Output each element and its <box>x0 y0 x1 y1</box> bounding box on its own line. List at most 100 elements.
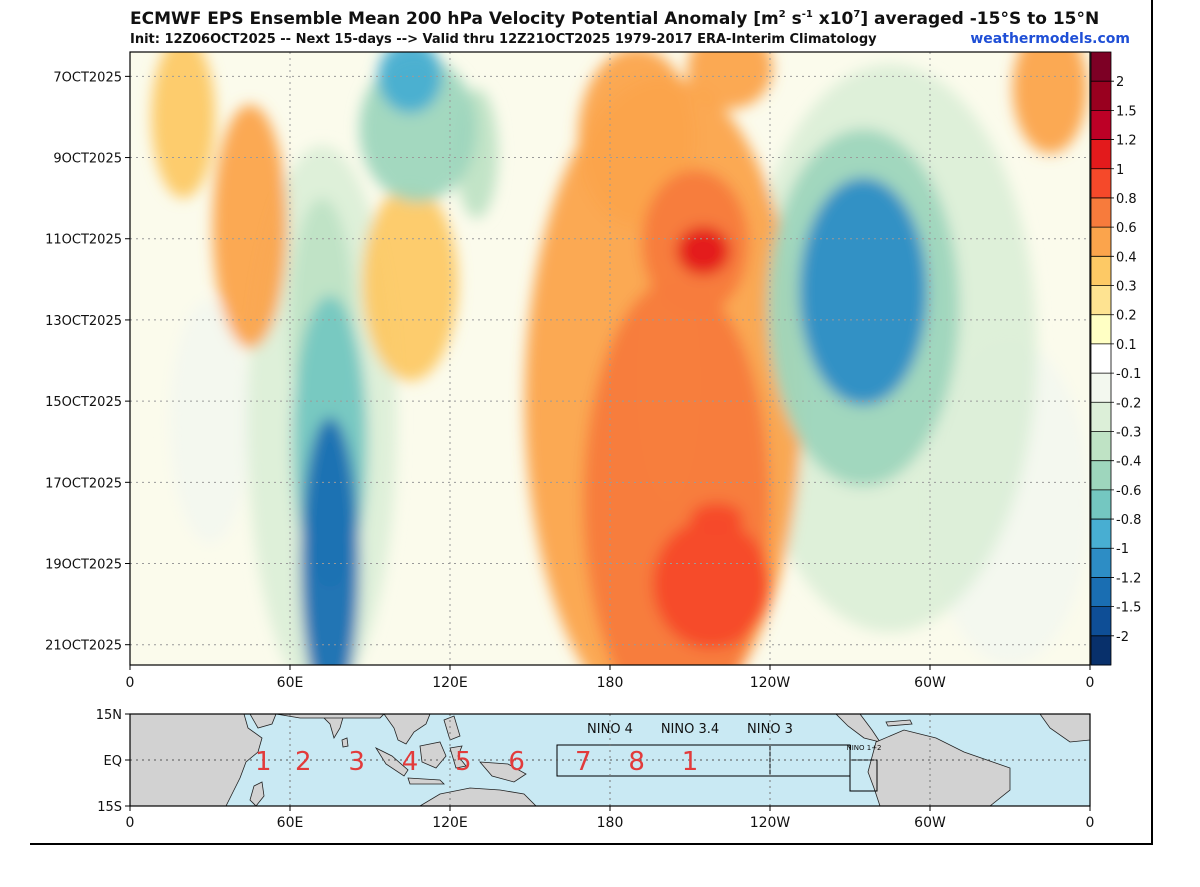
colorbar-label: -0.4 <box>1116 455 1141 470</box>
colorbar-label: 0.2 <box>1116 309 1137 324</box>
colorbar-label: 0.8 <box>1116 192 1137 207</box>
land-madagascar <box>249 781 265 806</box>
anomaly-blob <box>676 226 730 276</box>
anomaly-blob <box>362 185 458 381</box>
colorbar-label: -1 <box>1116 542 1129 557</box>
land-sulawesi <box>449 745 467 769</box>
colorbar-swatch <box>1091 402 1111 432</box>
y-tick-label: 17OCT2025 <box>45 476 122 491</box>
mjo-region-number: 6 <box>508 747 525 777</box>
credit-link[interactable]: weathermodels.com <box>970 31 1130 47</box>
mjo-region-number: 5 <box>455 747 472 777</box>
land-india <box>319 714 345 739</box>
colorbar-label: -1.5 <box>1116 601 1141 616</box>
colorbar-swatch <box>1091 373 1111 403</box>
y-axis: 7OCT2025 9OCT2025 11OCT2025 13OCT2025 15OCT2… <box>45 70 130 654</box>
colorbar-label: 1.5 <box>1116 104 1137 119</box>
colorbar-swatch <box>1091 285 1111 316</box>
map-x-tick-label: 180 <box>597 815 624 831</box>
colorbar-swatch <box>1091 256 1111 287</box>
colorbar-swatch <box>1091 139 1111 170</box>
map-x-axis: 0 60E 120E 180 120W 60W 0 <box>126 806 1094 831</box>
x-tick-label: 120E <box>432 675 468 691</box>
colorbar-swatch <box>1091 460 1111 491</box>
title-sup-2: 7 <box>853 9 860 20</box>
title-part-1: s <box>786 9 802 29</box>
anomaly-blob <box>378 52 442 113</box>
anomaly-blob <box>151 52 216 199</box>
land-southasia-north <box>275 714 385 719</box>
colorbar-label: -1.2 <box>1116 571 1141 586</box>
map-grid <box>130 714 1090 806</box>
colorbar-label: 0.6 <box>1116 221 1137 236</box>
y-tick-label: 7OCT2025 <box>53 70 122 85</box>
mjo-region-number: 1 <box>682 747 699 777</box>
y-tick-label: 13OCT2025 <box>45 314 122 329</box>
land-borneo <box>419 741 447 769</box>
y-tick-label: 19OCT2025 <box>45 558 122 573</box>
x-axis: 0 60E 120E 180 120W 60W 0 <box>126 665 1094 691</box>
colorbar-swatch <box>1091 197 1111 228</box>
nino3-label: NINO 3 <box>747 722 793 737</box>
map-land <box>130 714 1090 806</box>
anomaly-blob <box>300 417 360 665</box>
land-newguinea <box>479 761 527 783</box>
anomaly-blob <box>212 104 288 349</box>
y-tick-label: 9OCT2025 <box>53 152 122 167</box>
mjo-region-number: 1 <box>255 747 272 777</box>
colorbar-label: 1 <box>1116 163 1124 178</box>
x-tick-label: 180 <box>597 675 624 691</box>
title-part-0: ECMWF EPS Ensemble Mean 200 hPa Velocity… <box>130 9 779 29</box>
nino4-label: NINO 4 <box>587 722 633 737</box>
colorbar-swatch <box>1091 606 1111 637</box>
land-caribbean <box>885 719 913 727</box>
colorbar-swatch <box>1091 489 1111 520</box>
colorbar-label: -0.3 <box>1116 425 1141 440</box>
title-sup-0: 2 <box>779 9 786 20</box>
land-australia <box>419 787 537 806</box>
colorbar-swatch <box>1091 314 1111 345</box>
colorbar-label: -0.1 <box>1116 367 1141 382</box>
nino34-label: NINO 3.4 <box>661 722 719 737</box>
map-x-tick-label: 60W <box>914 815 946 831</box>
colorbar-swatch <box>1091 81 1111 111</box>
land-south-america <box>867 729 1011 806</box>
colorbar-swatch <box>1091 227 1111 257</box>
colorbar-label: 1.2 <box>1116 134 1137 149</box>
mjo-region-number: 7 <box>575 747 592 777</box>
colorbar-label: -0.6 <box>1116 484 1141 499</box>
page-frame-bottom <box>30 843 1153 845</box>
x-tick-label: 60W <box>914 675 946 691</box>
y-tick-label: 21OCT2025 <box>45 639 122 654</box>
colorbar-swatch <box>1091 52 1111 82</box>
colorbar-swatch <box>1091 519 1111 549</box>
x-tick-label: 60E <box>277 675 304 691</box>
mjo-region-number: 2 <box>295 747 312 777</box>
colorbar-label: 0.4 <box>1116 250 1137 265</box>
colorbar-swatch <box>1091 635 1111 666</box>
x-tick-label: 120W <box>750 675 791 691</box>
colorbar-swatch <box>1091 577 1111 608</box>
colorbar-label: -0.8 <box>1116 513 1141 528</box>
x-tick-label: 0 <box>126 675 135 691</box>
map-y-tick-label: EQ <box>104 754 122 769</box>
colorbar-label: -2 <box>1116 630 1129 645</box>
colorbar-border <box>1090 51 1112 666</box>
chart-subtitle: Init: 12Z06OCT2025 -- Next 15-days --> V… <box>130 32 877 47</box>
hovmoller-plot: 7OCT2025 9OCT2025 11OCT2025 13OCT2025 15OCT2… <box>45 51 1094 691</box>
mjo-region-number: 8 <box>628 747 645 777</box>
map-x-tick-label: 120E <box>432 815 468 831</box>
title-part-2: x10 <box>813 9 854 29</box>
anomaly-blob <box>799 177 928 406</box>
chart-title: ECMWF EPS Ensemble Mean 200 hPa Velocity… <box>130 9 1099 29</box>
land-java <box>407 777 445 785</box>
grid-lines <box>130 52 1090 665</box>
colorbar-swatch <box>1091 431 1111 462</box>
nino12-label: NINO 1+2 <box>846 744 881 752</box>
page-frame-right <box>1151 0 1153 845</box>
title-part-3: ] averaged -15°S to 15°N <box>860 9 1099 29</box>
anomaly-blob <box>690 502 744 536</box>
anomaly-blob <box>1012 52 1088 154</box>
